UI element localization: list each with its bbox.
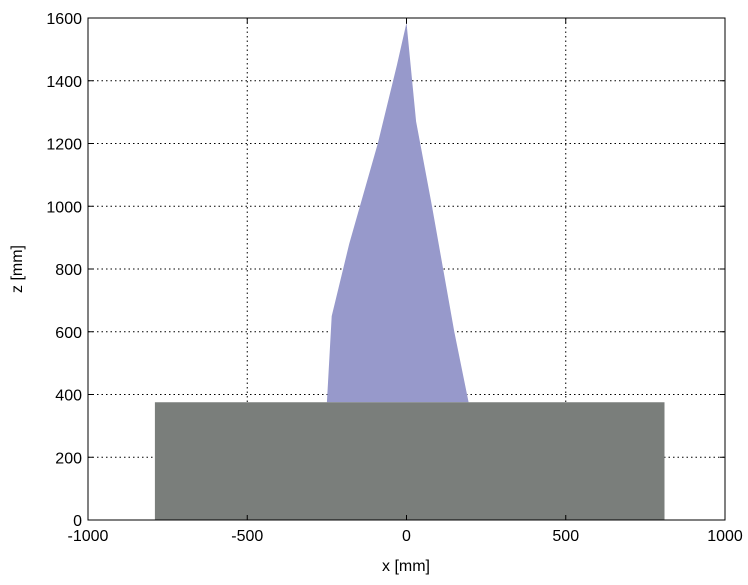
series-layer [154, 22, 665, 520]
y-tick-label: 800 [55, 262, 82, 279]
y-tick-label: 600 [55, 325, 82, 342]
x-tick-label: 0 [402, 528, 411, 545]
y-tick-label: 1000 [46, 199, 82, 216]
y-tick-label: 0 [73, 513, 82, 530]
purple-polygon [326, 22, 469, 403]
y-tick-label: 1600 [46, 11, 82, 28]
x-tick-label: 1000 [707, 528, 743, 545]
x-tick-label: -500 [231, 528, 263, 545]
y-tick-label: 1200 [46, 137, 82, 154]
ticks: -1000 -500 0 500 1000 0 200 400 600 800 1000 1200 14… [46, 11, 742, 545]
y-tick-label: 200 [55, 450, 82, 467]
y-tick-label: 1400 [46, 74, 82, 91]
x-tick-label: 500 [552, 528, 579, 545]
y-axis-label: z [mm] [9, 245, 26, 293]
x-axis-label: x [mm] [382, 558, 430, 575]
y-tick-label: 400 [55, 388, 82, 405]
x-tick-label: -1000 [68, 528, 109, 545]
gray-rectangle [154, 402, 665, 520]
